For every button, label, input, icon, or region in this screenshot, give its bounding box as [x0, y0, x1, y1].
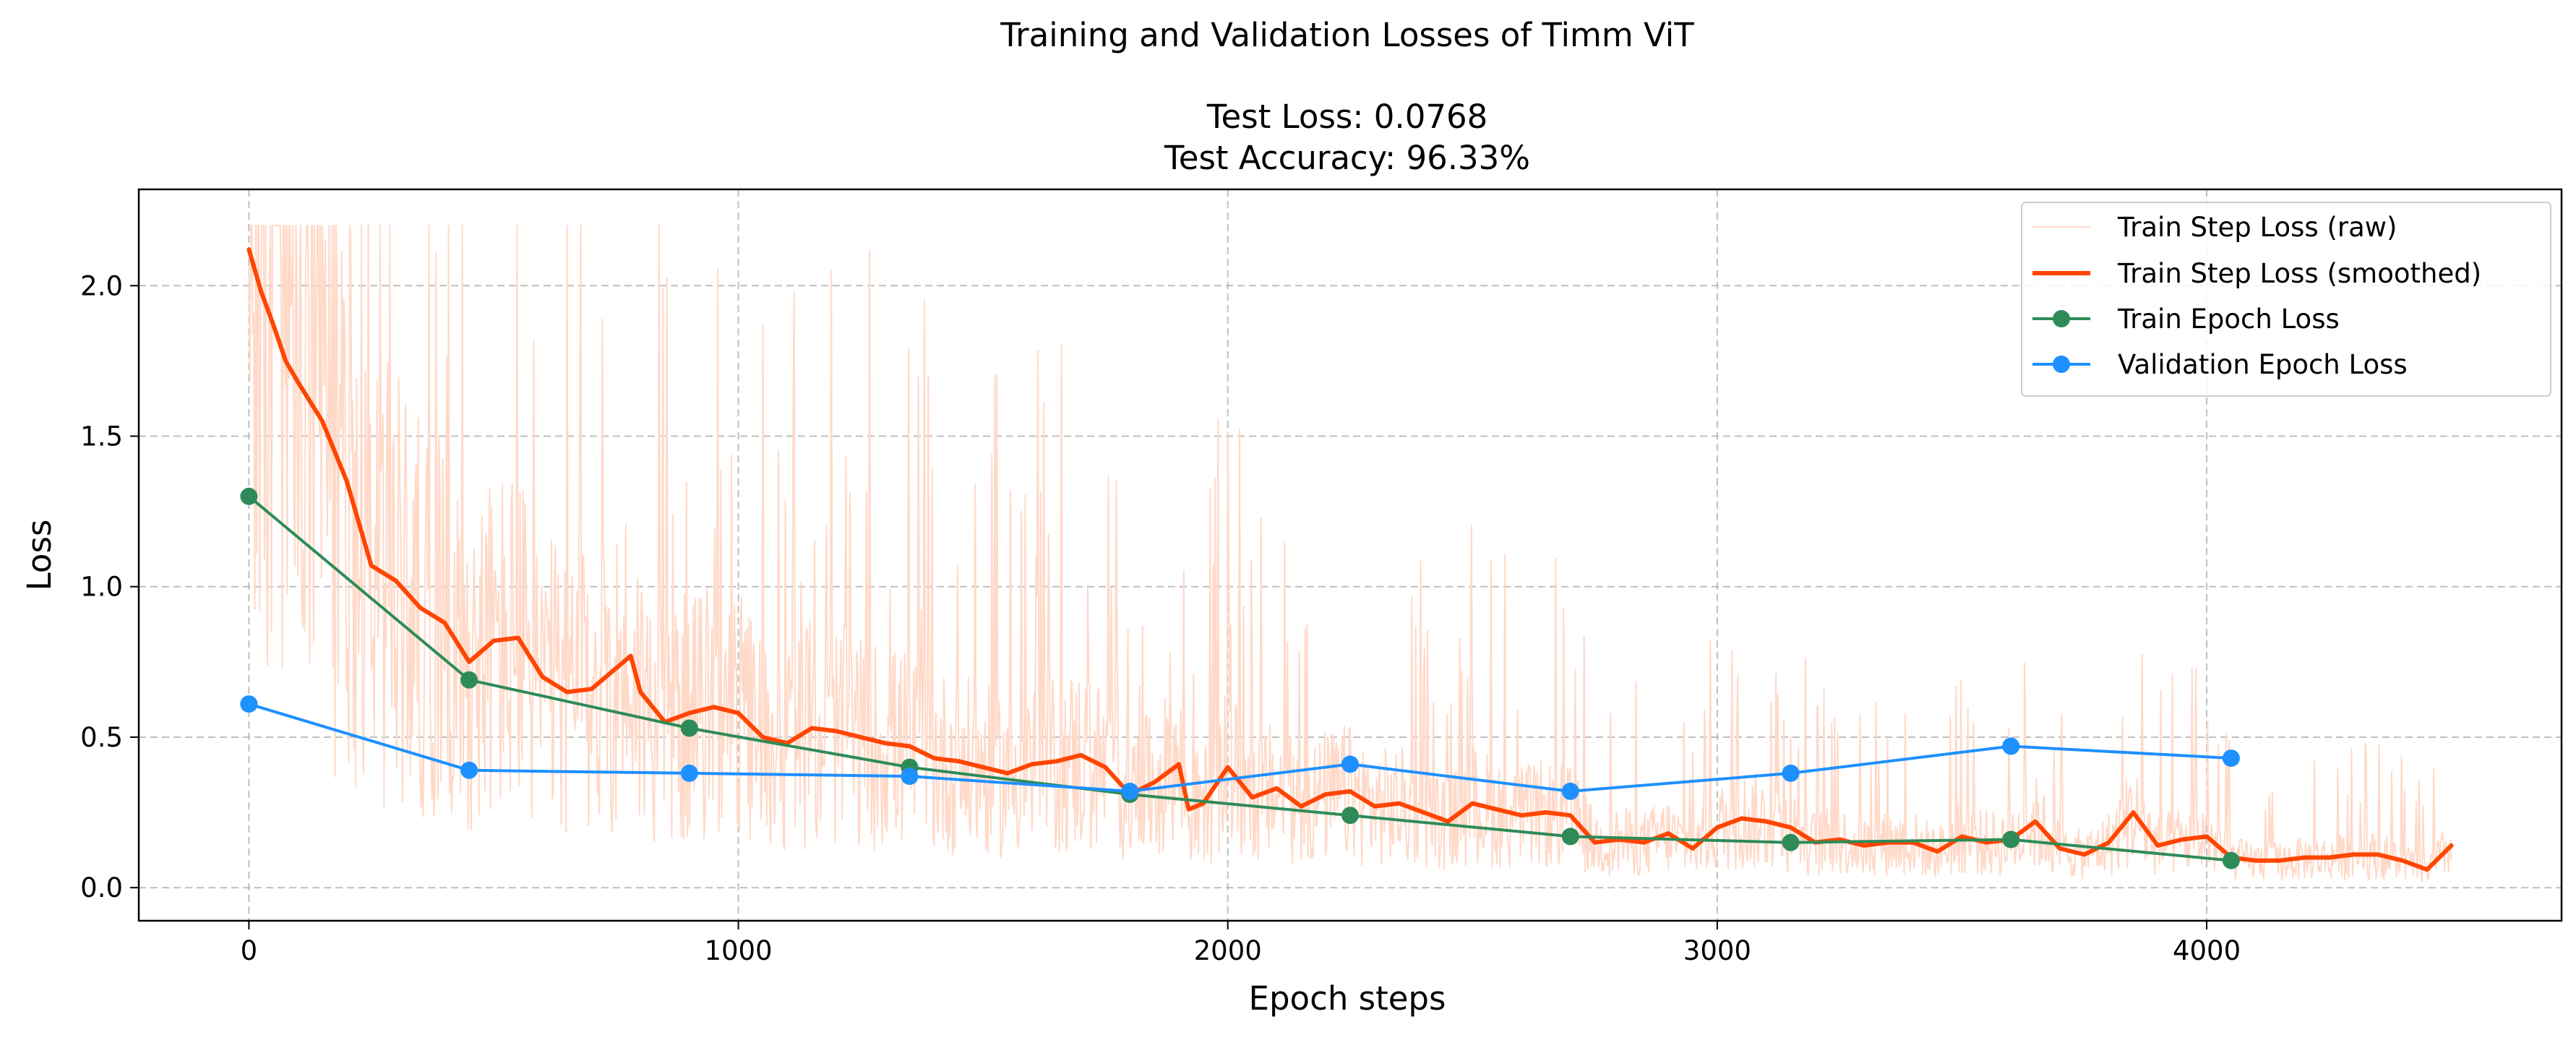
x-tick-label: 2000: [1194, 935, 1262, 966]
chart-subtitle-test-accuracy: Test Accuracy: 96.33%: [1164, 139, 1530, 177]
legend-label-validation-epoch-loss: Validation Epoch Loss: [2118, 349, 2408, 380]
train-epoch-loss-point: [1341, 807, 1359, 825]
y-tick-label: 1.0: [80, 572, 123, 603]
legend-label-smoothed-loss: Train Step Loss (smoothed): [2117, 258, 2481, 289]
y-tick-label: 2.0: [80, 270, 123, 301]
y-tick-label: 1.5: [80, 421, 123, 452]
train-epoch-loss-line: [248, 495, 2232, 862]
validation-epoch-loss-point: [901, 768, 919, 786]
y-tick-label: 0.5: [80, 722, 123, 753]
validation-epoch-loss-point: [1561, 782, 1579, 800]
legend: Train Step Loss (raw) Train Step Loss (sm…: [2021, 202, 2551, 397]
train-epoch-loss-point: [240, 487, 258, 505]
validation-epoch-loss-point: [2222, 749, 2240, 768]
plot-frame: [137, 188, 2563, 922]
validation-epoch-loss-point: [1341, 755, 1359, 773]
validation-epoch-loss-point: [1782, 764, 1800, 782]
train-epoch-loss-point: [1782, 833, 1800, 851]
legend-label-train-epoch-loss: Train Epoch Loss: [2117, 304, 2340, 335]
train-epoch-loss-point: [460, 671, 478, 689]
validation-epoch-loss-point: [240, 695, 258, 713]
train-epoch-loss-point: [1561, 828, 1579, 846]
validation-epoch-loss-point: [460, 761, 478, 779]
validation-epoch-loss-point: [1121, 782, 1139, 800]
series-layer: [240, 247, 2454, 872]
validation-epoch-loss-line: [248, 702, 2232, 793]
y-tick-label: 0.0: [80, 872, 123, 903]
validation-epoch-loss-point: [680, 764, 698, 782]
legend-marker-validation-epoch-loss: [2053, 356, 2070, 373]
x-tick-label: 4000: [2173, 935, 2241, 966]
x-tick-label: 0: [241, 935, 258, 966]
validation-epoch-loss-point: [2002, 737, 2020, 755]
chart-subtitle-test-loss: Test Loss: 0.0768: [1206, 98, 1488, 136]
train-epoch-loss-point: [2002, 830, 2020, 848]
legend-marker-train-epoch-loss: [2053, 310, 2070, 327]
smoothed-loss-line: [246, 247, 2454, 872]
x-axis-label: Epoch steps: [1249, 979, 1446, 1018]
raw-loss-series: [248, 225, 2452, 882]
raw-loss-line: [248, 225, 2452, 882]
y-axis-label: Loss: [20, 520, 59, 591]
chart-title: Training and Validation Losses of Timm V…: [1000, 16, 1694, 54]
legend-frame: [2021, 202, 2551, 397]
train-epoch-loss-point: [680, 719, 698, 737]
axis-ticks: 0 1000 2000 3000 4000 0.0 0.5 1.0 1.5 2.0: [80, 270, 2241, 966]
train-epoch-loss-point: [2222, 851, 2240, 869]
x-tick-label: 1000: [704, 935, 772, 966]
x-tick-label: 3000: [1683, 935, 1751, 966]
legend-label-raw-loss: Train Step Loss (raw): [2117, 212, 2397, 243]
